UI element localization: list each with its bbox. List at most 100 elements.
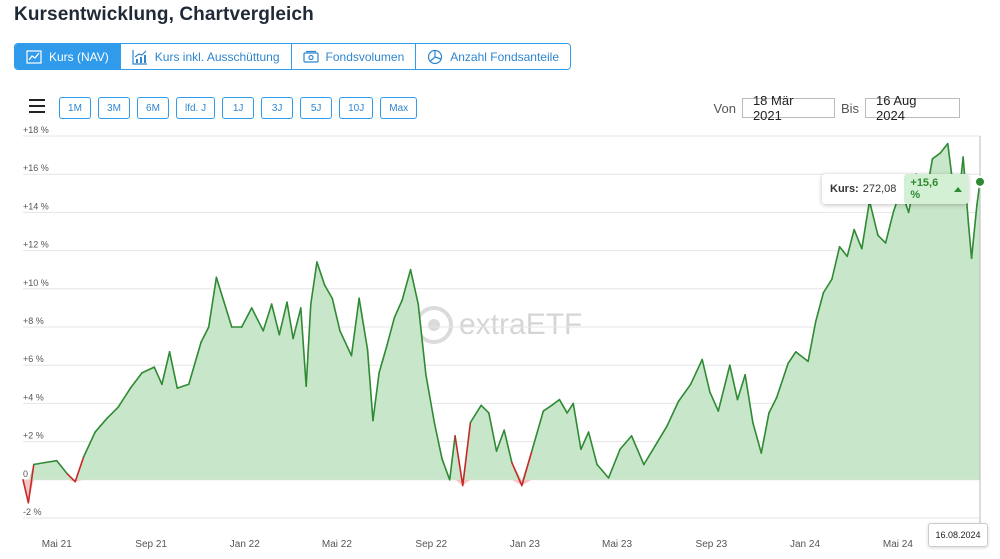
y-tick-label: +8 % [23, 316, 44, 326]
range-button-5j[interactable]: 5J [300, 97, 333, 119]
data-point [82, 455, 85, 458]
pie-chart-icon [428, 49, 443, 64]
performance-chart[interactable]: -2 % 0 +2 % +4 % +6 % +8 % +10 % +12 % +14 % +16 … [0, 125, 1000, 559]
range-button-6m[interactable]: 6M [137, 97, 169, 119]
data-point [299, 306, 302, 309]
series-segment [587, 431, 598, 466]
series-segment [22, 478, 30, 504]
data-point [309, 303, 312, 306]
series-segment [168, 351, 179, 389]
tab-kurs-inkl-ausschuettung[interactable]: Kurs inkl. Ausschüttung [120, 44, 292, 69]
data-point [807, 360, 810, 363]
series-segment [768, 396, 778, 414]
series-segment [853, 228, 863, 250]
negative-area [23, 479, 980, 503]
data-point [461, 484, 464, 487]
x-tick-label: Sep 21 [135, 539, 167, 550]
series-segment [931, 152, 941, 160]
series-segment [448, 435, 456, 481]
series-segment [619, 435, 633, 451]
series-segment [141, 366, 156, 374]
series-segment [558, 398, 568, 414]
data-point [215, 276, 218, 279]
data-point [168, 350, 171, 353]
series-segment [729, 364, 739, 401]
data-point [305, 385, 308, 388]
from-date-input[interactable]: 18 Mär 2021 [741, 93, 835, 123]
data-point [775, 396, 778, 399]
data-point [350, 354, 353, 357]
data-point [975, 203, 978, 206]
series-segment [94, 417, 108, 433]
series-segment [480, 404, 490, 414]
series-segment [469, 404, 482, 424]
range-button-1j[interactable]: 1J [222, 97, 255, 119]
tooltip-label: Kurs: [830, 183, 859, 195]
tab-anzahl-fondsanteile[interactable]: Anzahl Fondsanteile [416, 44, 570, 69]
hamburger-menu-icon[interactable] [29, 99, 45, 115]
x-axis-labels: Mai 21 Sep 21 Jan 22 Mai 22 Sep 22 Jan 23 Mai … [42, 539, 914, 550]
series-segment [717, 364, 731, 412]
data-point [480, 404, 483, 407]
data-point [469, 421, 472, 424]
data-point [454, 434, 457, 437]
x-tick-label: Mai 24 [883, 539, 913, 550]
data-point [401, 299, 404, 302]
series-segment [250, 307, 265, 332]
data-point [892, 211, 895, 214]
x-tick-label: Sep 23 [696, 539, 728, 550]
series-segment [550, 398, 561, 407]
series-segment [488, 412, 498, 452]
data-point [665, 425, 668, 428]
series-segment [161, 351, 171, 386]
series-segment [300, 307, 307, 388]
data-point [223, 301, 226, 304]
series-segment [744, 373, 754, 424]
series-segment [689, 358, 703, 386]
x-tick-label: Mai 23 [602, 539, 632, 550]
series-segment [495, 429, 505, 452]
range-button-max[interactable]: Max [380, 97, 418, 119]
data-point [358, 297, 361, 300]
data-point [619, 448, 622, 451]
data-point [510, 461, 513, 464]
series-segment [967, 223, 973, 260]
series-segment [838, 245, 849, 258]
range-button-1m[interactable]: 1M [59, 97, 91, 119]
tab-kurs-nav[interactable]: Kurs (NAV) [15, 44, 121, 69]
series-segment [309, 261, 318, 305]
data-point [654, 444, 657, 447]
series-segment [868, 200, 879, 237]
data-point [566, 411, 569, 414]
series-segment [946, 142, 953, 176]
series-segment [884, 211, 895, 244]
data-point [94, 431, 97, 434]
data-point [176, 387, 179, 390]
data-point [433, 421, 436, 424]
series-segment [861, 200, 871, 250]
data-point [751, 421, 754, 424]
range-button-ytd[interactable]: lfd. J [176, 97, 216, 119]
data-point [153, 366, 156, 369]
data-point [760, 452, 763, 455]
series-segment [292, 307, 302, 340]
cursor-dot [974, 175, 986, 188]
to-date-input[interactable]: 16 Aug 2024 [865, 93, 960, 123]
data-point [74, 480, 77, 483]
series-segment [531, 410, 545, 452]
data-point [55, 459, 58, 462]
data-point [838, 245, 841, 248]
range-button-3m[interactable]: 3M [98, 97, 130, 119]
range-button-10j[interactable]: 10J [339, 97, 374, 119]
series-segment [105, 406, 119, 420]
series-segment [677, 383, 692, 403]
range-button-3j[interactable]: 3J [261, 97, 294, 119]
watermark-text: extraETF [459, 308, 583, 341]
data-point [689, 383, 692, 386]
data-point [701, 358, 704, 361]
current-date-flag: 16.08.2024 [928, 523, 988, 547]
series-segment [701, 358, 711, 393]
series-segment [846, 228, 855, 258]
data-point [550, 404, 553, 407]
tab-fondsvolumen[interactable]: Fondsvolumen [291, 44, 417, 69]
